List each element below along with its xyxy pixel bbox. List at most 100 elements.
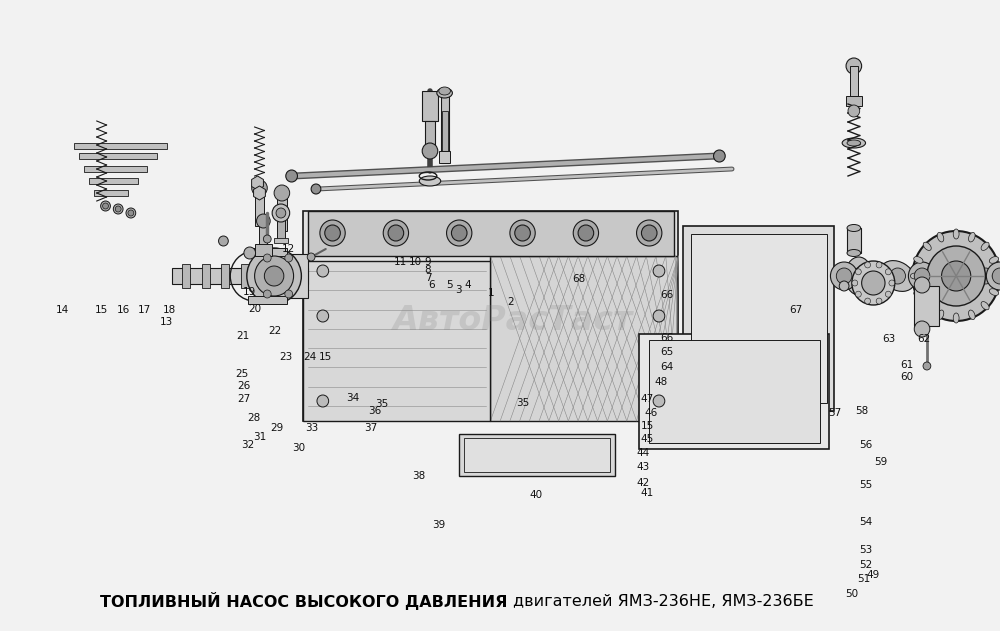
Circle shape xyxy=(846,58,862,74)
Text: 2: 2 xyxy=(508,297,514,307)
Circle shape xyxy=(252,180,267,196)
Circle shape xyxy=(447,220,472,246)
Text: 15: 15 xyxy=(319,351,332,362)
Circle shape xyxy=(383,220,409,246)
Circle shape xyxy=(992,268,1000,284)
Bar xyxy=(255,244,272,256)
Ellipse shape xyxy=(845,257,872,295)
Text: 26: 26 xyxy=(237,381,251,391)
Text: 28: 28 xyxy=(247,413,260,423)
Text: 59: 59 xyxy=(875,457,888,467)
Bar xyxy=(639,334,829,449)
Text: 32: 32 xyxy=(241,440,254,450)
Text: 33: 33 xyxy=(305,423,319,433)
Circle shape xyxy=(244,247,256,259)
Text: 3: 3 xyxy=(455,285,462,295)
Circle shape xyxy=(274,185,290,201)
Bar xyxy=(79,153,157,159)
Bar xyxy=(490,256,677,421)
Circle shape xyxy=(714,150,725,162)
Text: 16: 16 xyxy=(116,305,130,316)
Text: 37: 37 xyxy=(364,423,377,433)
Ellipse shape xyxy=(969,232,975,242)
Circle shape xyxy=(653,310,665,322)
Circle shape xyxy=(276,208,286,218)
Text: 46: 46 xyxy=(645,408,658,418)
Text: 63: 63 xyxy=(882,334,896,345)
Text: 60: 60 xyxy=(900,372,913,382)
Text: 62: 62 xyxy=(917,334,931,345)
Ellipse shape xyxy=(847,249,861,256)
Bar xyxy=(248,248,287,256)
Bar xyxy=(172,268,308,284)
Bar xyxy=(89,178,138,184)
Ellipse shape xyxy=(953,313,959,323)
Circle shape xyxy=(943,268,959,284)
Circle shape xyxy=(578,225,594,241)
Bar xyxy=(248,296,287,304)
Text: 31: 31 xyxy=(253,432,266,442)
Ellipse shape xyxy=(924,261,959,292)
Circle shape xyxy=(255,256,294,296)
Ellipse shape xyxy=(914,257,923,263)
Ellipse shape xyxy=(880,261,915,292)
Circle shape xyxy=(272,204,290,222)
Circle shape xyxy=(986,262,1000,290)
Circle shape xyxy=(247,248,301,304)
Bar xyxy=(303,211,678,421)
Text: 45: 45 xyxy=(641,433,654,444)
Text: 41: 41 xyxy=(641,488,654,498)
Text: 36: 36 xyxy=(368,406,381,416)
Bar xyxy=(308,211,674,256)
Circle shape xyxy=(219,236,228,246)
Text: 24: 24 xyxy=(304,351,317,362)
Circle shape xyxy=(320,220,345,246)
Circle shape xyxy=(388,225,404,241)
Ellipse shape xyxy=(953,229,959,239)
Circle shape xyxy=(836,268,852,284)
Circle shape xyxy=(286,170,297,182)
Circle shape xyxy=(264,266,284,286)
Circle shape xyxy=(855,269,861,275)
Ellipse shape xyxy=(419,176,441,186)
Bar xyxy=(442,111,448,151)
Circle shape xyxy=(914,321,930,337)
Text: 66: 66 xyxy=(660,290,673,300)
Text: 56: 56 xyxy=(859,440,872,450)
Bar xyxy=(847,228,861,253)
Circle shape xyxy=(855,291,861,297)
Text: 29: 29 xyxy=(270,423,284,433)
Circle shape xyxy=(890,268,905,284)
Bar xyxy=(425,121,435,146)
Circle shape xyxy=(101,201,110,211)
Bar xyxy=(691,234,827,403)
Ellipse shape xyxy=(847,140,861,146)
Ellipse shape xyxy=(969,310,975,319)
Text: 48: 48 xyxy=(654,377,668,387)
Text: 68: 68 xyxy=(572,274,586,284)
Circle shape xyxy=(862,271,885,295)
Circle shape xyxy=(923,362,931,370)
Text: 50: 50 xyxy=(845,589,858,599)
Bar xyxy=(850,66,858,96)
Ellipse shape xyxy=(972,257,999,295)
Ellipse shape xyxy=(910,273,920,279)
Circle shape xyxy=(317,265,329,277)
Circle shape xyxy=(311,184,321,194)
Circle shape xyxy=(510,220,535,246)
Text: 5: 5 xyxy=(446,280,453,290)
Circle shape xyxy=(451,225,467,241)
Text: 4: 4 xyxy=(465,280,471,290)
Text: 55: 55 xyxy=(859,480,872,490)
Bar xyxy=(464,438,610,472)
Circle shape xyxy=(128,210,134,216)
Circle shape xyxy=(885,269,891,275)
Circle shape xyxy=(257,214,270,228)
Ellipse shape xyxy=(914,289,923,295)
Text: 18: 18 xyxy=(163,305,176,316)
Ellipse shape xyxy=(923,302,931,310)
Text: АвтоРасТаст: АвтоРасТаст xyxy=(393,305,633,338)
Bar xyxy=(459,434,615,476)
Text: 10: 10 xyxy=(409,257,422,267)
Text: 40: 40 xyxy=(530,490,543,500)
